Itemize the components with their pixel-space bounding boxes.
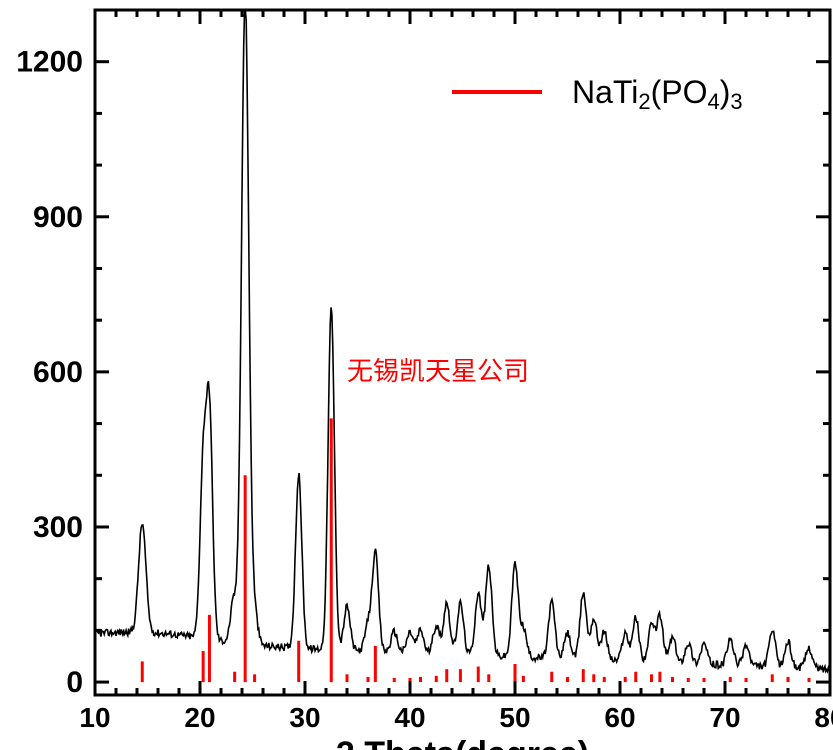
watermark-text: 无锡凯天星公司 [347,356,529,386]
x-tick-label: 10 [79,702,110,733]
x-tick-label: 30 [289,702,320,733]
y-tick-label: 1200 [16,46,83,79]
x-tick-label: 20 [184,702,215,733]
xrd-chart: 10 20 30 40 50 60 70 80 2 Theta(degree) 0 300 600 90… [0,0,833,750]
x-tick-label: 60 [604,702,635,733]
y-tick-label: 600 [33,356,83,389]
x-tick-label: 50 [499,702,530,733]
x-tick-label: 80 [814,702,833,733]
y-tick-label: 900 [33,201,83,234]
x-axis-label: 2 Theta(degree) [336,735,589,750]
chart-svg: 10 20 30 40 50 60 70 80 2 Theta(degree) 0 300 600 90… [0,0,833,750]
y-tick-label: 0 [66,666,83,699]
y-tick-label: 300 [33,511,83,544]
x-tick-label: 40 [394,702,425,733]
x-tick-label: 70 [709,702,740,733]
